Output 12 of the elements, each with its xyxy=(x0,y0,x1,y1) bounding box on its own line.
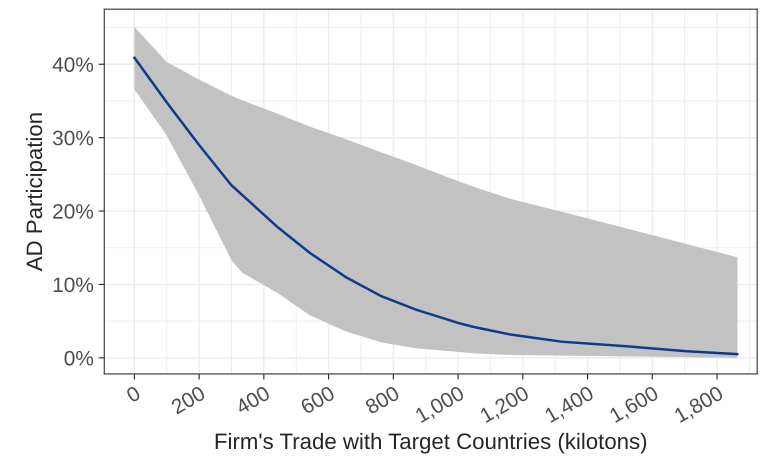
x-tick-label: 400 xyxy=(234,385,271,415)
y-tick-label: 10% xyxy=(54,277,94,292)
x-tick-label: 200 xyxy=(170,385,206,415)
y-tick-label: 30% xyxy=(52,130,94,146)
x-tick-label: 800 xyxy=(364,385,400,415)
y-tick-label: 20% xyxy=(53,204,94,219)
y-axis-title: AD Participation xyxy=(26,113,47,272)
y-tick-label: 0% xyxy=(64,350,94,366)
y-tick-label: 40% xyxy=(52,57,94,72)
x-tick-label: 600 xyxy=(300,385,336,414)
x-tick-label: 0 xyxy=(125,385,142,404)
x-axis-title: Firm's Trade with Target Countries (kilotons) xyxy=(216,432,646,454)
